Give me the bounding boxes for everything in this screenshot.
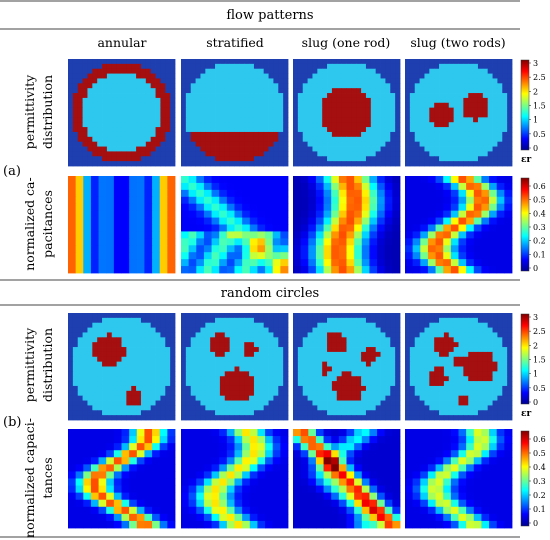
column-header-slug-two-rods: slug (two rods) bbox=[410, 35, 505, 50]
colorbar-a2-tick: 0.3 bbox=[533, 223, 546, 232]
svg-text:permittivity: permittivity bbox=[22, 74, 37, 149]
colorbar-b1-tick: 2 bbox=[533, 341, 538, 350]
column-header-annular: annular bbox=[97, 35, 146, 50]
perm-slug-one-rod bbox=[293, 59, 401, 167]
perm-slug-two-rods bbox=[405, 59, 513, 167]
cap-slug-one-rod bbox=[293, 176, 401, 274]
perm-stratified bbox=[181, 59, 289, 167]
colorbar-b2-tick: 0.3 bbox=[533, 477, 546, 486]
colorbar-a2-tick: 0.6 bbox=[533, 182, 546, 191]
perm-annular bbox=[68, 59, 176, 167]
colorbar-a2-tick: 0.2 bbox=[533, 237, 546, 246]
colorbar-b1-tick: 0 bbox=[533, 398, 538, 407]
colorbar-a1-tick: 2 bbox=[533, 87, 538, 96]
row-label-a-capacitances: normalized ca- pacitances bbox=[22, 177, 55, 271]
cap-random-4 bbox=[405, 429, 513, 529]
colorbar-a2-tick: 0.4 bbox=[533, 209, 546, 218]
colorbar-a2-tick: 0.5 bbox=[533, 196, 546, 205]
perm-random-2 bbox=[181, 313, 289, 421]
colorbar-b1-tick: 1 bbox=[533, 370, 538, 379]
perm-random-4 bbox=[405, 313, 513, 421]
svg-text:normalized ca-: normalized ca- bbox=[22, 177, 37, 271]
perm-random-3 bbox=[293, 313, 401, 421]
row-label-a-permittivity: permittivity distribution bbox=[22, 74, 55, 149]
colorbar-a1-tick: 1 bbox=[533, 116, 538, 125]
colorbar-b2-tick: 0.6 bbox=[533, 435, 546, 444]
colorbar-a1-tick: 2.5 bbox=[533, 73, 546, 82]
section-b-label: (b) bbox=[3, 415, 21, 430]
section-a-label: (a) bbox=[3, 164, 21, 179]
colorbar-b-unit: εr bbox=[521, 409, 531, 419]
cap-stratified bbox=[181, 176, 289, 274]
colorbar-a-unit: εr bbox=[521, 155, 531, 165]
cap-random-3 bbox=[293, 429, 401, 529]
svg-text:permittivity: permittivity bbox=[22, 327, 37, 402]
colorbar-a2-tick: 0.1 bbox=[533, 250, 546, 259]
cap-random-1 bbox=[68, 429, 176, 529]
perm-random-1 bbox=[68, 313, 176, 421]
row-label-b-permittivity: permittivity distribution bbox=[22, 327, 55, 402]
colorbar-a1-tick: 0 bbox=[533, 144, 538, 153]
colorbar-b1-tick: 1.5 bbox=[533, 356, 546, 365]
colorbar-a1-tick: 3 bbox=[533, 59, 538, 68]
colorbar-b2-tick: 0.1 bbox=[533, 505, 546, 514]
svg-text:tances: tances bbox=[40, 457, 55, 498]
svg-text:normalized capaci-: normalized capaci- bbox=[22, 418, 37, 538]
colorbar-a-permittivity: 3 2.5 2 1.5 1 0.5 0 εr bbox=[520, 59, 546, 165]
cap-random-2 bbox=[181, 429, 289, 529]
colorbar-b2-tick: 0 bbox=[533, 519, 538, 528]
image-panels bbox=[68, 59, 513, 529]
colorbar-b1-tick: 3 bbox=[533, 313, 538, 322]
colorbar-b1-tick: 2.5 bbox=[533, 327, 546, 336]
section-b-header: random circles bbox=[221, 286, 319, 301]
colorbar-a1-tick: 0.5 bbox=[533, 130, 546, 139]
column-header-slug-one-rod: slug (one rod) bbox=[302, 35, 391, 50]
svg-text:distribution: distribution bbox=[40, 328, 55, 402]
colorbar-b2-tick: 0.5 bbox=[533, 449, 546, 458]
column-header-stratified: stratified bbox=[206, 35, 264, 50]
colorbar-b-permittivity: 3 2.5 2 1.5 1 0.5 0 εr bbox=[520, 313, 546, 419]
colorbar-b-capacitance: 0.6 0.5 0.4 0.3 0.2 0.1 0 bbox=[520, 430, 546, 528]
colorbar-a1-tick: 1.5 bbox=[533, 102, 546, 111]
svg-text:pacitances: pacitances bbox=[40, 190, 55, 258]
row-label-b-capacitances: normalized capaci- tances bbox=[22, 418, 55, 538]
colorbar-b2-tick: 0.2 bbox=[533, 491, 546, 500]
cap-annular bbox=[68, 176, 176, 274]
cap-slug-two-rods bbox=[405, 176, 513, 274]
svg-text:distribution: distribution bbox=[40, 75, 55, 149]
colorbar-a-capacitance: 0.6 0.5 0.4 0.3 0.2 0.1 0 bbox=[520, 177, 546, 273]
colorbar-b2-tick: 0.4 bbox=[533, 463, 546, 472]
section-a-header: flow patterns bbox=[226, 8, 313, 23]
colorbar-b1-tick: 0.5 bbox=[533, 384, 546, 393]
colorbar-a2-tick: 0 bbox=[533, 264, 538, 273]
